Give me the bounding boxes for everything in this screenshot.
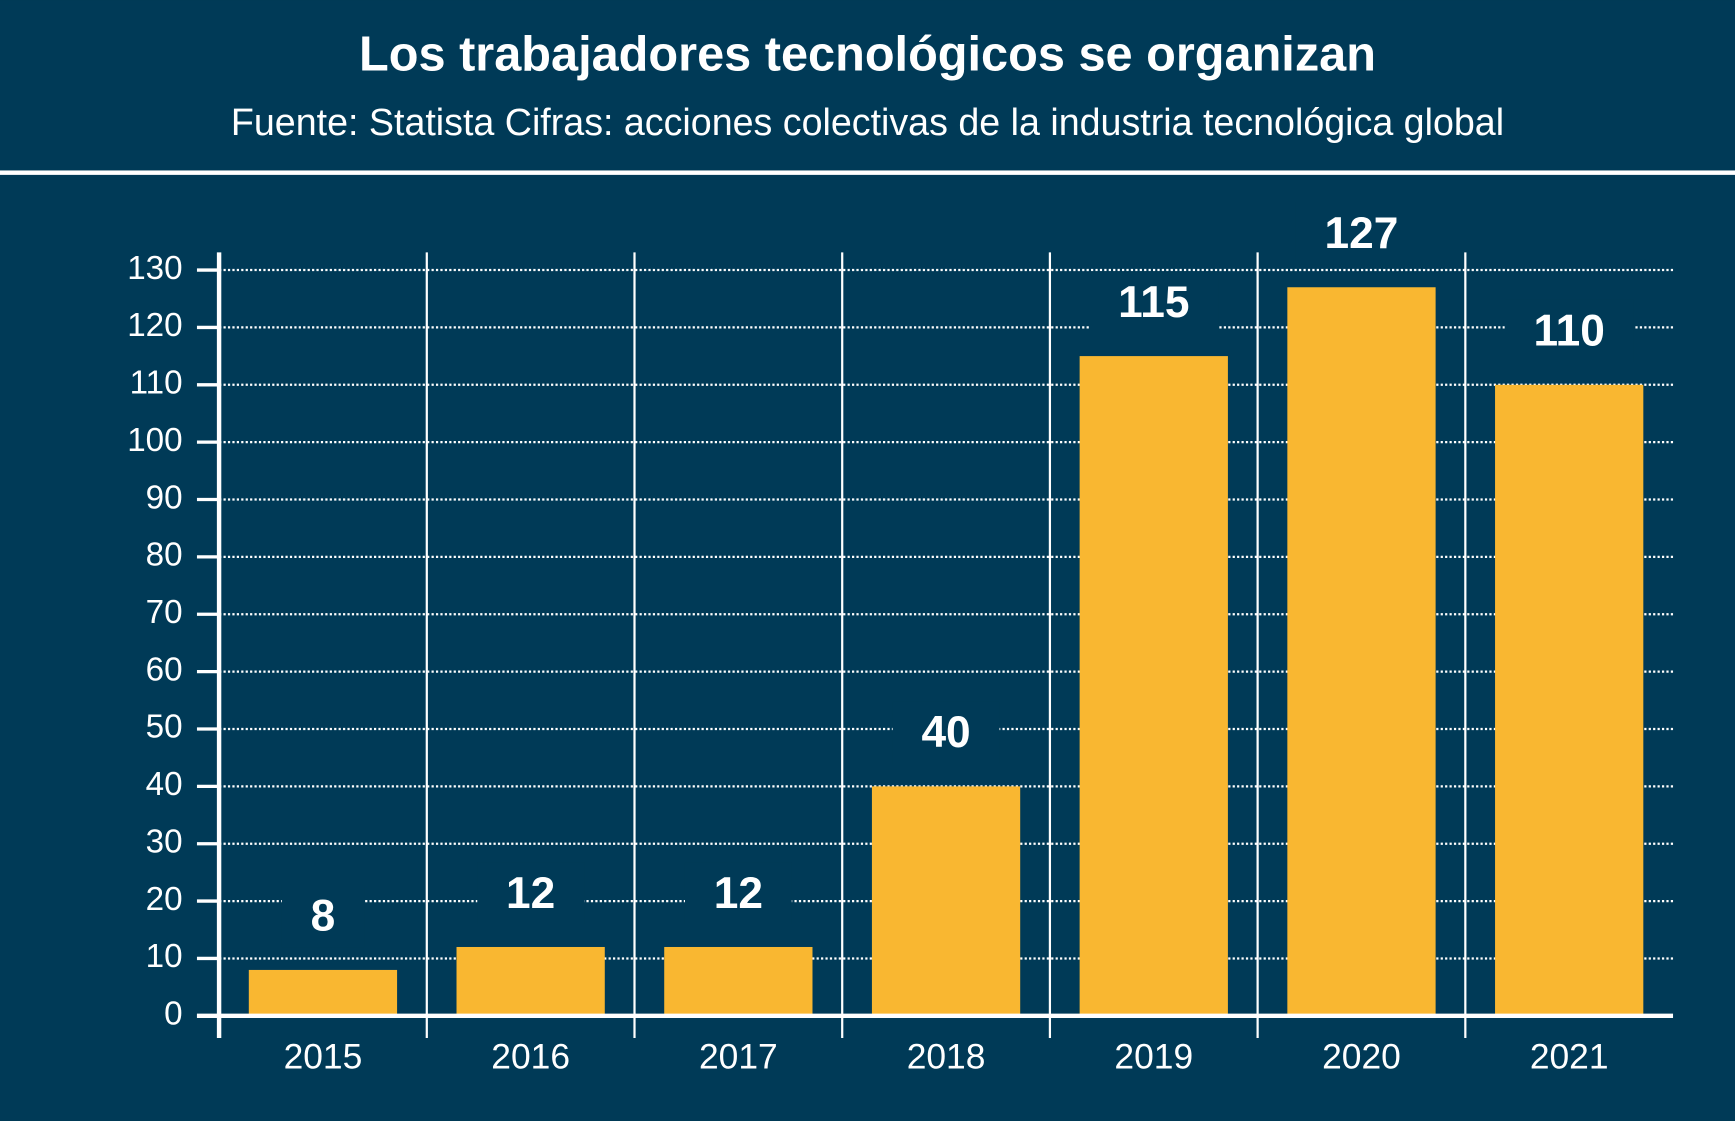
bar [1079,356,1228,1016]
value-label: 127 [1325,209,1399,258]
y-tick-label: 20 [146,881,183,918]
value-label: 110 [1533,307,1604,356]
label-background [1504,299,1634,363]
label-background [477,862,585,925]
x-tick-label: 2021 [1530,1036,1609,1076]
chart-title: Los trabajadores tecnológicos se organiz… [359,27,1376,81]
x-tick-label: 2018 [907,1036,986,1076]
label-background [684,862,792,925]
bar [1495,384,1644,1016]
x-tick-label: 2015 [284,1036,363,1076]
label-background [1295,202,1428,265]
y-tick-label: 10 [146,938,183,975]
y-tick-label: 70 [146,594,183,631]
y-tick-label: 90 [146,479,183,516]
value-label: 12 [506,869,555,918]
bar [248,969,398,1016]
x-tick-label: 2017 [699,1036,778,1076]
value-label: 115 [1118,278,1189,327]
y-tick-label: 30 [146,823,183,860]
y-tick-label: 60 [146,651,183,688]
bar [1287,287,1436,1016]
bar [456,946,605,1016]
label-background [281,885,365,948]
y-tick-label: 100 [127,422,182,459]
y-tick-label: 50 [146,709,183,746]
x-tick-label: 2016 [491,1036,570,1076]
value-label: 40 [921,708,970,757]
y-tick-label: 120 [127,307,182,344]
label-background [1089,271,1219,334]
y-tick-label: 40 [146,766,183,803]
chart-subtitle: Fuente: Statista Cifras: acciones colect… [231,101,1504,143]
bar [664,946,813,1016]
value-label: 8 [311,892,336,941]
x-tick-label: 2019 [1114,1036,1193,1076]
label-background [892,701,1000,764]
y-tick-label: 110 [130,365,183,402]
value-label: 12 [714,869,763,918]
bar [871,786,1021,1016]
y-tick-label: 0 [164,996,182,1033]
y-tick-label: 130 [127,250,182,287]
x-tick-label: 2020 [1322,1036,1401,1076]
y-tick-label: 80 [146,537,183,574]
header-rule [0,170,1735,175]
